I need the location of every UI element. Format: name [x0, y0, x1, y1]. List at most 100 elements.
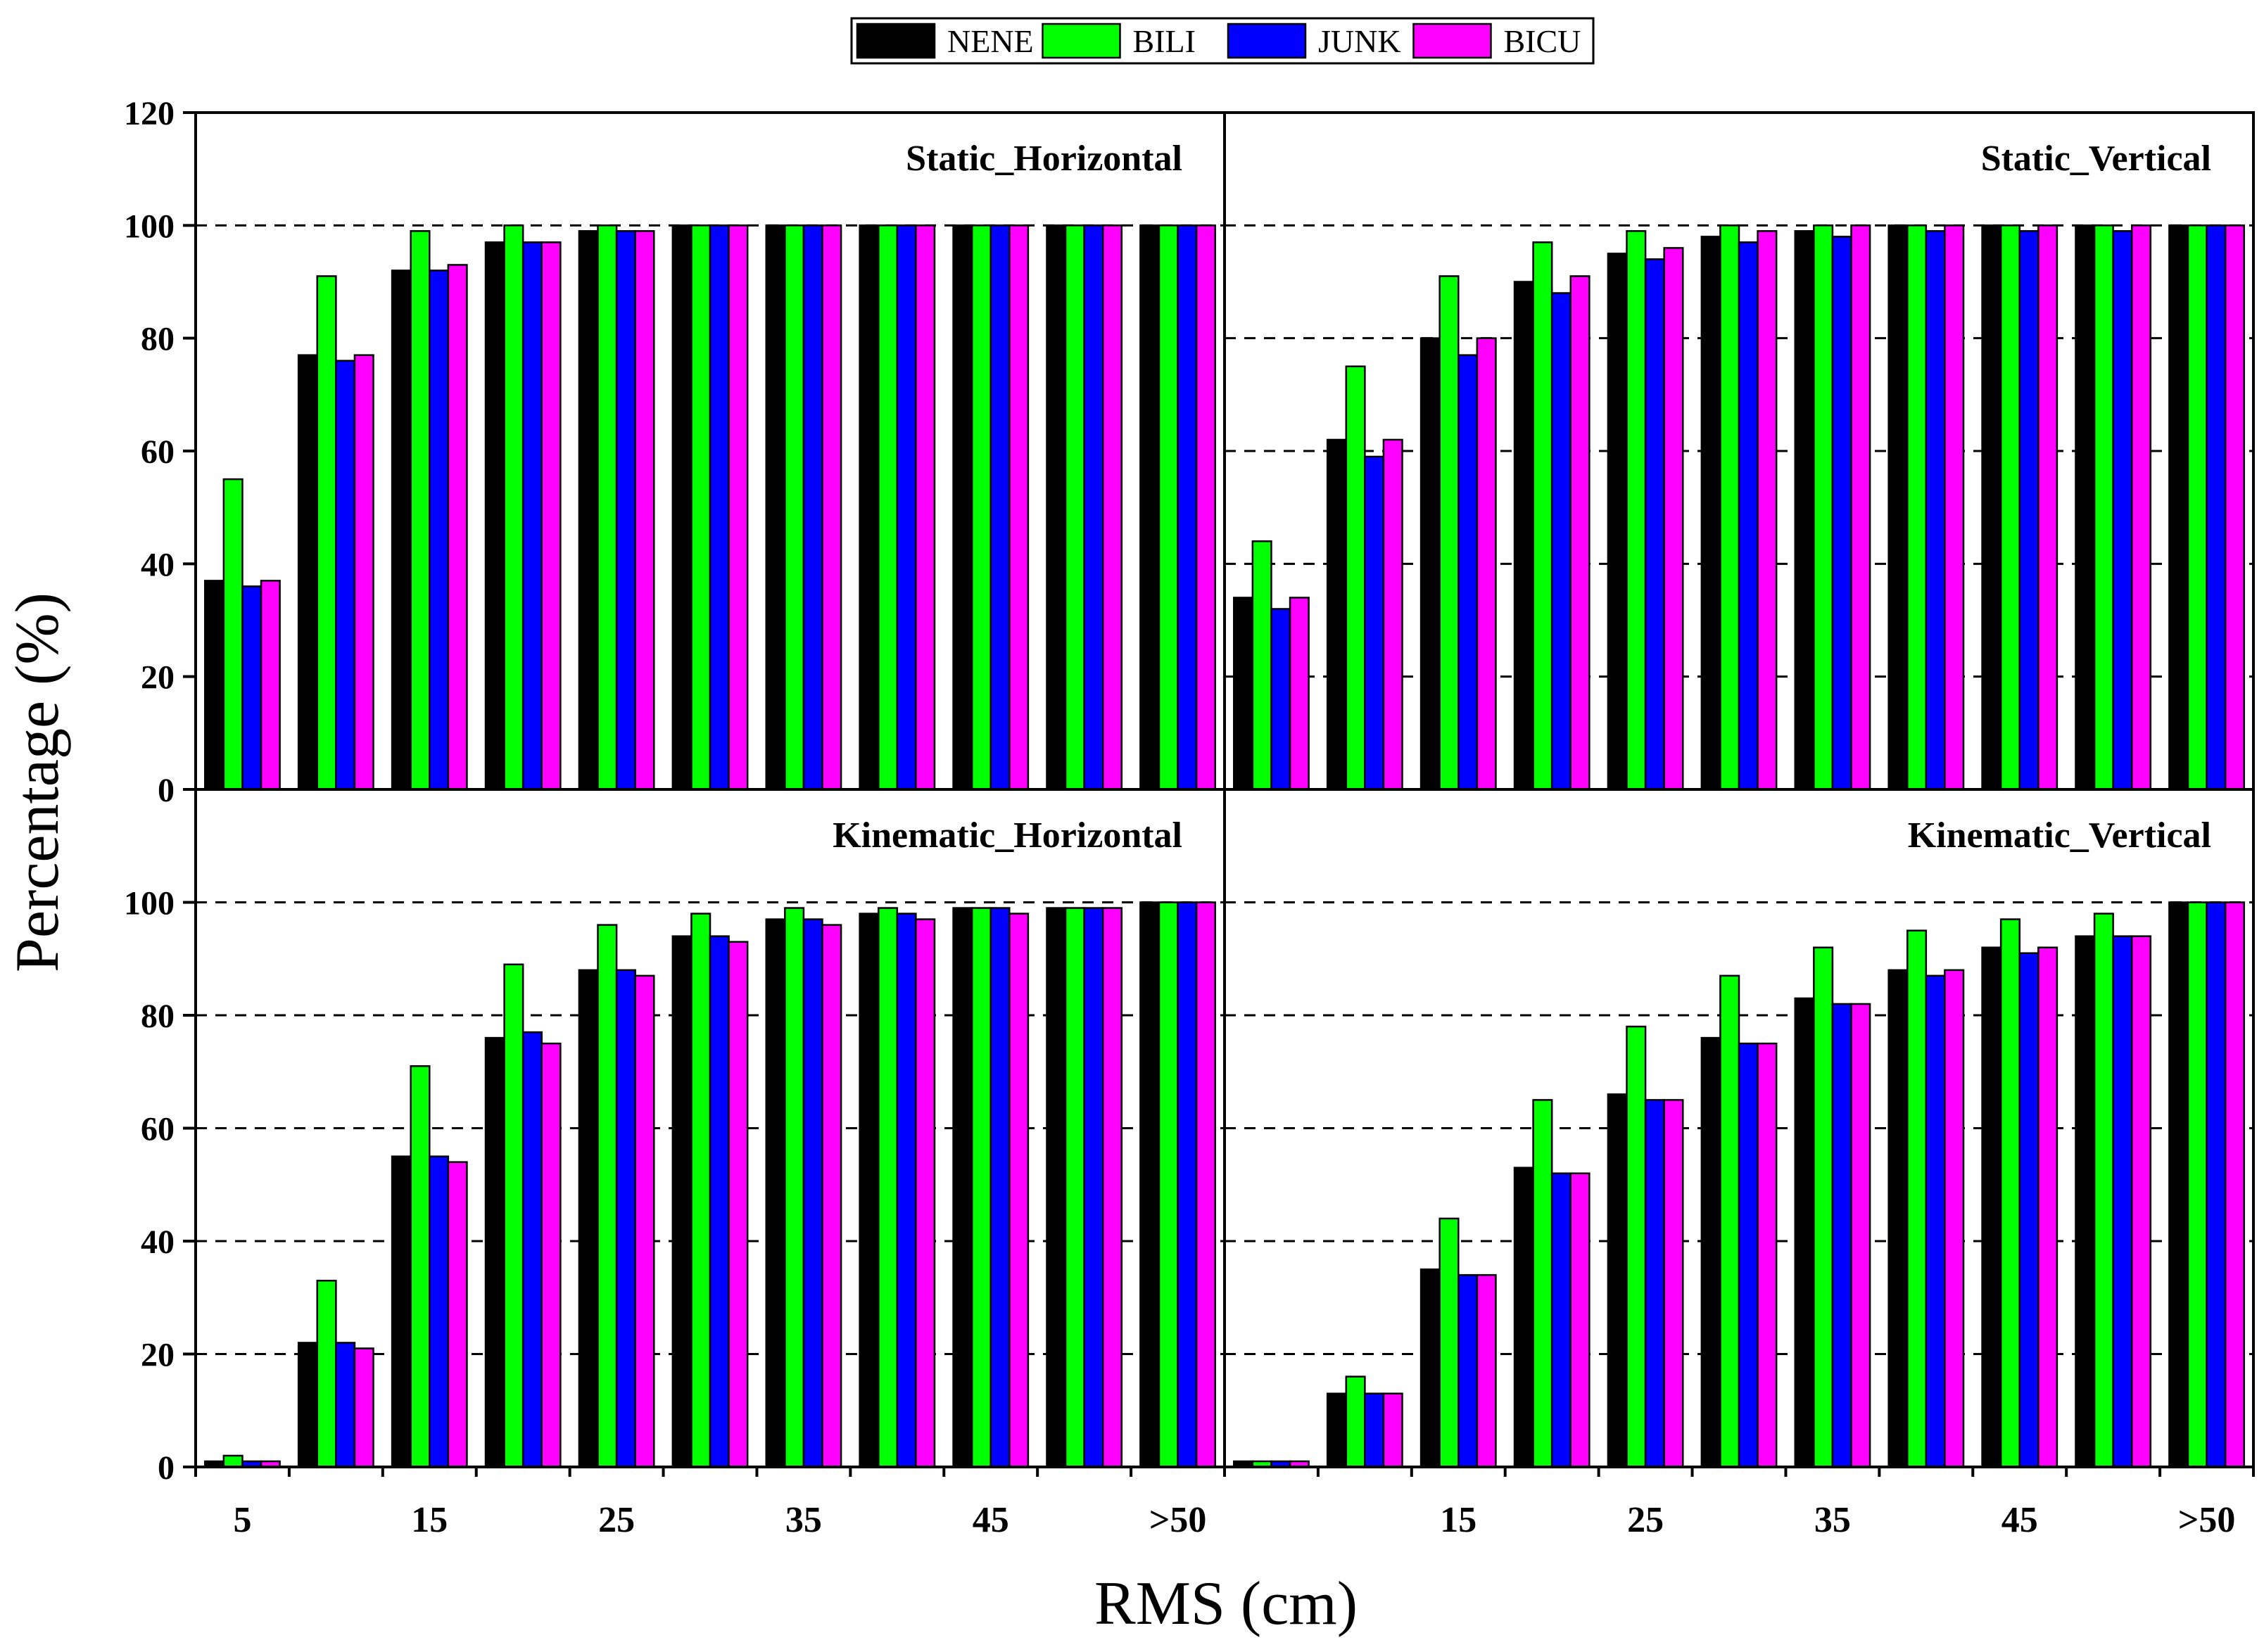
bar-nene->50	[1139, 901, 1161, 1468]
bar-bili-20	[1532, 241, 1553, 791]
bar-bili-35	[1813, 946, 1834, 1468]
bar-bili-30	[1719, 974, 1740, 1468]
bar-junk-45	[989, 907, 1011, 1468]
bar-bili-45	[1999, 224, 2020, 791]
bar-nene-35	[1794, 997, 1815, 1468]
bar-bicu-50	[2130, 935, 2152, 1468]
bar-junk-10	[335, 1342, 356, 1468]
y-axis-label: Percentage (%)	[4, 592, 72, 972]
bar-bili-10	[1345, 1375, 1366, 1468]
bar-bili->50	[1158, 224, 1179, 791]
bar-nene-10	[1326, 1392, 1348, 1468]
bar-bili-50	[1064, 907, 1085, 1468]
bar-bili-15	[1438, 275, 1460, 791]
bar-bicu-35	[821, 224, 842, 791]
bar-bili-5	[222, 1454, 244, 1468]
bar-bili-25	[597, 924, 618, 1468]
bar-bili-20	[1532, 1099, 1553, 1468]
bar-bili-45	[970, 224, 992, 791]
bar-junk-35	[802, 224, 823, 791]
bar-junk-30	[709, 224, 730, 791]
y-tick-label: 0	[158, 1449, 175, 1487]
bar-bicu-50	[1101, 224, 1123, 791]
bar-nene-15	[391, 1155, 412, 1468]
bar-junk-40	[896, 224, 917, 791]
bar-bili-45	[1999, 918, 2020, 1468]
bar-junk-15	[429, 1155, 450, 1468]
bar-bicu-15	[1476, 1273, 1497, 1468]
bar-bili-45	[970, 907, 992, 1468]
bar-bili-10	[316, 275, 337, 791]
bar-junk-25	[615, 969, 636, 1468]
x-tick-label: 35	[785, 1500, 822, 1540]
legend-swatch-bili	[1042, 23, 1121, 59]
panel-title: Kinematic_Horizontal	[833, 815, 1182, 856]
bar-bicu-20	[1569, 275, 1591, 791]
bar-bicu-20	[1569, 1172, 1591, 1468]
y-tick-label: 20	[141, 659, 175, 697]
bar-bicu-25	[1663, 1099, 1684, 1468]
bar-bicu->50	[2224, 224, 2245, 791]
bar-bili-20	[503, 224, 524, 791]
legend-label-bili: BILI	[1133, 23, 1196, 59]
bar-bicu-5	[260, 580, 281, 791]
bar-junk-50	[1083, 907, 1104, 1468]
bar-bili-5	[222, 478, 244, 791]
bar-bili-10	[316, 1279, 337, 1468]
bar-nene-45	[1981, 224, 2002, 791]
bar-bicu-50	[2130, 224, 2152, 791]
bar-junk-25	[1644, 258, 1665, 791]
panel-title: Static_Vertical	[1981, 139, 2211, 179]
y-tick-label: 120	[124, 95, 175, 132]
bar-bili-30	[1719, 224, 1740, 791]
bar-nene->50	[2168, 224, 2189, 791]
bar-bicu-15	[447, 1161, 468, 1468]
y-tick-label: 80	[141, 321, 175, 358]
bar-bili->50	[2187, 901, 2208, 1468]
bar-nene-30	[1700, 1036, 1721, 1468]
bar-bicu-35	[1850, 1003, 1871, 1468]
y-tick-label: 100	[124, 885, 175, 922]
bar-bili-35	[784, 224, 805, 791]
bar-junk-50	[2112, 935, 2133, 1468]
bar-nene-10	[297, 354, 319, 791]
bar-junk-20	[521, 241, 543, 791]
bar-junk-10	[335, 360, 356, 791]
panel-static-vertical: Static_Vertical	[1223, 111, 2255, 791]
panel-static-horizontal: Static_Horizontal 0 20 40 60 80 100 120	[124, 95, 1226, 809]
bar-junk-25	[615, 230, 636, 791]
bar-bicu-30	[728, 941, 749, 1468]
bar-nene-20	[484, 241, 505, 791]
x-axis-label: RMS (cm)	[1094, 1570, 1358, 1638]
bar-junk-10	[1364, 1392, 1385, 1468]
bar-bicu-20	[540, 241, 562, 791]
bar-junk-45	[989, 224, 1011, 791]
bar-nene-15	[1419, 337, 1441, 791]
bar-nene-20	[1513, 1167, 1534, 1468]
legend-label-junk: JUNK	[1318, 23, 1401, 59]
bar-nene-15	[391, 269, 412, 791]
axes-labels: Percentage (%) RMS (cm)	[4, 592, 1358, 1638]
bar-junk-20	[1550, 292, 1572, 791]
bar-bili-5	[1251, 540, 1272, 791]
bar-bicu-40	[915, 918, 936, 1468]
bar-bicu-15	[447, 264, 468, 791]
bar-bicu-30	[1757, 1042, 1778, 1468]
bar-nene-30	[1700, 236, 1721, 791]
bar-bicu->50	[1195, 224, 1216, 791]
x-tick-label: 5	[233, 1500, 251, 1540]
bar-junk-15	[429, 269, 450, 791]
bar-bicu-50	[1101, 907, 1123, 1468]
bar-nene-5	[1233, 597, 1254, 791]
bar-junk-35	[1831, 236, 1852, 791]
y-tick-label: 20	[141, 1337, 175, 1374]
bar-nene-50	[1046, 224, 1067, 791]
bar-bili-40	[877, 907, 899, 1468]
bar-junk->50	[1177, 901, 1198, 1468]
bar-bili->50	[2187, 224, 2208, 791]
panel-title: Static_Horizontal	[906, 139, 1182, 179]
legend-swatch-junk	[1227, 23, 1307, 59]
bar-junk-10	[1364, 455, 1385, 791]
x-tick-label: 35	[1814, 1500, 1851, 1540]
bar-bicu-25	[1663, 247, 1684, 791]
